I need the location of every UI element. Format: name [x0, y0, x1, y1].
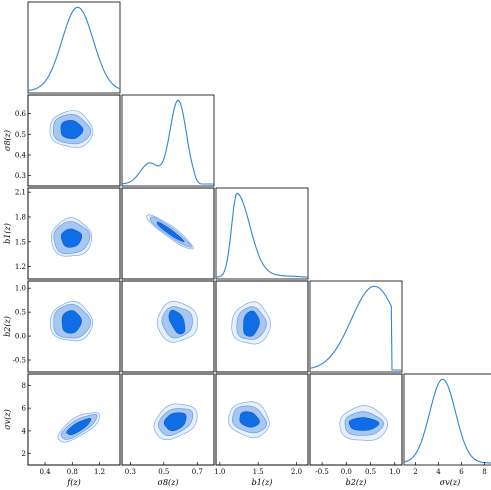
x-tick-label: 4: [436, 468, 441, 476]
y-tick-label: 0.5: [15, 309, 26, 317]
x-tick-label: 0.0: [341, 468, 352, 476]
y-tick-label: 1.5: [15, 238, 26, 246]
x-tick-label: 0.8: [67, 468, 78, 476]
y-tick-label: 0.6: [15, 110, 27, 118]
x-axis-label-f: f(z): [66, 478, 80, 487]
x-tick-label: 1.0: [214, 468, 225, 476]
y-tick-label: 4: [22, 427, 27, 435]
y-tick-label: 6: [22, 405, 27, 413]
marginal-curve-b1: [216, 192, 308, 278]
y-tick-label: 1.2: [15, 263, 26, 271]
panel-border: [121, 187, 215, 280]
y-tick-label: 0.4: [15, 151, 27, 159]
contour-1sigma: [243, 310, 260, 337]
panel-s8-vs-s8: [121, 94, 215, 187]
panel-b1-vs-s8: [121, 187, 215, 280]
y-tick-label: 0.3: [15, 172, 26, 180]
x-tick-label: 1.5: [253, 468, 264, 476]
panel-b2-vs-s8: [121, 280, 215, 373]
x-tick-label: 6: [459, 468, 464, 476]
y-axis-label-b1: b1(z): [3, 223, 12, 244]
x-tick-label: 0.4: [39, 468, 51, 476]
marginal-curve-f: [27, 6, 121, 92]
panel-frame: [215, 187, 309, 280]
panel-b2-vs-b1: [215, 280, 309, 373]
panel-border: [309, 373, 403, 466]
x-axis-label-b1: b1(z): [252, 478, 273, 487]
panel-b2-vs-b2: [309, 280, 403, 373]
x-tick-label: 8: [482, 468, 486, 476]
contour-1sigma: [156, 221, 185, 243]
y-tick-label: 2: [22, 450, 26, 458]
panel-f-vs-f: [27, 1, 121, 94]
panel-frame: [121, 94, 215, 187]
y-axis-label-sv: σv(z): [3, 409, 12, 429]
panel-border: [27, 94, 121, 187]
y-tick-label: 2.1: [15, 189, 26, 197]
x-tick-label: 0.5: [158, 468, 169, 476]
y-tick-label: 8: [22, 382, 26, 390]
y-axis-label-b2: b2(z): [3, 316, 12, 337]
marginal-curve-s8: [121, 99, 214, 185]
x-tick-label: 0.3: [125, 468, 136, 476]
x-tick-label: 1.2: [94, 468, 105, 476]
contour-1sigma: [60, 120, 84, 140]
x-axis-label-b2: b2(z): [346, 478, 367, 487]
panel-border: [215, 373, 309, 466]
panel-border: [215, 280, 309, 373]
contour-1sigma: [66, 418, 92, 436]
panel-sv-vs-b2: -0.5 0.0 0.5 1.0 b2(z): [309, 373, 403, 487]
panel-border: [121, 280, 215, 373]
panel-sv-vs-s8: 0.3 0.5 0.7 σ8(z): [121, 373, 215, 487]
panel-sv-vs-b1: 1.0 1.5 2.0 b1(z): [214, 373, 309, 487]
panel-border: [27, 373, 121, 466]
x-tick-label: -0.5: [315, 468, 329, 476]
panel-b2-vs-f: -0.5 0.0 0.5 1.0 b2(z): [3, 280, 121, 373]
panel-frame: [403, 373, 491, 466]
panel-b1-vs-f: 1.2 1.5 1.8 2.1 b1(z): [3, 187, 121, 280]
panel-border: [27, 187, 121, 280]
y-axis-label-s8: σ8(z): [3, 130, 12, 151]
x-tick-label: 2.0: [291, 468, 302, 476]
y-tick-label: -0.5: [13, 357, 27, 365]
panel-border: [121, 373, 215, 466]
panel-sv-vs-f: 0.4 0.8 1.2 f(z) 2 4 6 8 σv(z): [3, 373, 121, 487]
x-tick-label: 1.0: [389, 468, 400, 476]
panel-frame: [309, 280, 403, 373]
y-tick-label: 0.5: [15, 131, 26, 139]
marginal-curve-sv: [403, 378, 491, 464]
x-tick-label: 0.7: [192, 468, 203, 476]
y-tick-label: 1.8: [15, 213, 26, 221]
panel-s8-vs-f: 0.3 0.4 0.5 0.6 σ8(z): [3, 94, 121, 187]
contour-1sigma: [60, 228, 83, 248]
contour-1sigma: [61, 310, 82, 334]
x-axis-label-sv: σv(z): [440, 478, 460, 487]
x-axis-label-s8: σ8(z): [157, 478, 178, 487]
x-tick-label: 0.5: [365, 468, 376, 476]
x-tick-label: 2: [413, 468, 417, 476]
y-tick-label: 1.0: [15, 285, 26, 293]
contour-1sigma: [168, 309, 186, 335]
panel-b1-vs-b1: [215, 187, 309, 280]
contour-1sigma: [348, 417, 380, 431]
y-tick-label: 0.0: [15, 333, 26, 341]
panel-frame: [27, 1, 121, 94]
contour-1sigma: [163, 412, 187, 432]
panel-sv-vs-sv: 2 4 6 8 σv(z): [403, 373, 491, 487]
panel-border: [27, 280, 121, 373]
marginal-curve-b2: [309, 285, 402, 371]
contour-1sigma: [239, 411, 260, 428]
